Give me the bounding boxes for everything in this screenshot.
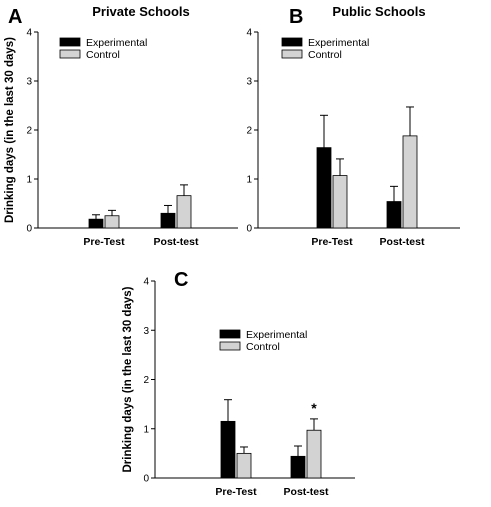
legend-label-experimental: Experimental <box>86 37 147 49</box>
y-tick-label: 0 <box>26 224 32 235</box>
y-tick-label: 1 <box>143 424 149 435</box>
bar-control-0 <box>332 175 348 229</box>
legend-label-control: Control <box>246 341 280 353</box>
category-label: Pre-Test <box>215 486 257 498</box>
legend-label-control: Control <box>86 49 120 61</box>
y-tick-label: 3 <box>26 77 32 88</box>
bar-control-1 <box>402 135 418 229</box>
y-tick-label: 0 <box>246 224 252 235</box>
y-axis-label: Drinking days (in the last 30 days) <box>4 37 16 223</box>
chart-title: Private Schools <box>92 4 190 19</box>
legend-swatch-experimental <box>59 37 81 47</box>
legend-swatch-experimental <box>219 329 241 339</box>
y-tick-label: 3 <box>246 77 252 88</box>
legend-label-experimental: Experimental <box>308 37 369 49</box>
significance-marker: * <box>311 400 317 416</box>
bar-control-1 <box>176 195 192 229</box>
bar-experimental-1 <box>160 212 176 229</box>
y-tick-label: 3 <box>143 326 149 337</box>
category-label: Post-test <box>284 486 329 498</box>
y-tick-label: 4 <box>26 28 32 39</box>
bar-control-0 <box>104 215 120 229</box>
chart-panel-c: C 0 1 2 3 4 Drinking days (in the last 30 days… <box>122 269 355 498</box>
legend-swatch-experimental <box>281 37 303 47</box>
chart-title: Public Schools <box>332 4 425 19</box>
y-tick-label: 2 <box>143 375 149 386</box>
bar-experimental-0 <box>316 147 332 229</box>
category-label: Post-test <box>154 236 199 248</box>
y-tick-label: 2 <box>26 126 32 137</box>
panel-letter: A <box>8 6 22 28</box>
legend-label-control: Control <box>308 49 342 61</box>
category-label: Post-test <box>380 236 425 248</box>
y-axis-label: Drinking days (in the last 30 days) <box>122 286 134 472</box>
bar-control-0 <box>236 452 252 479</box>
legend-label-experimental: Experimental <box>246 329 307 341</box>
y-tick-label: 4 <box>246 28 252 39</box>
panel-letter: B <box>289 6 303 28</box>
chart-panel-a: A Private Schools 0 1 2 3 4 Drinking days (in t… <box>4 4 238 248</box>
bar-experimental-1 <box>386 201 402 229</box>
bar-control-1 <box>306 429 322 479</box>
y-tick-label: 0 <box>143 474 149 485</box>
legend-swatch-control <box>219 341 241 351</box>
category-label: Pre-Test <box>83 236 125 248</box>
chart-panel-b: B Public Schools 0 1 2 3 4 Pre-Test Post-test Exp… <box>246 4 460 248</box>
panel-letter: C <box>174 269 188 291</box>
bar-experimental-1 <box>290 455 306 479</box>
legend-swatch-control <box>281 49 303 59</box>
legend-swatch-control <box>59 49 81 59</box>
category-label: Pre-Test <box>311 236 353 248</box>
y-tick-label: 1 <box>26 175 32 186</box>
bar-experimental-0 <box>88 218 104 229</box>
bar-experimental-0 <box>220 420 236 479</box>
y-tick-label: 4 <box>143 277 149 288</box>
y-tick-label: 2 <box>246 126 252 137</box>
y-tick-label: 1 <box>246 175 252 186</box>
